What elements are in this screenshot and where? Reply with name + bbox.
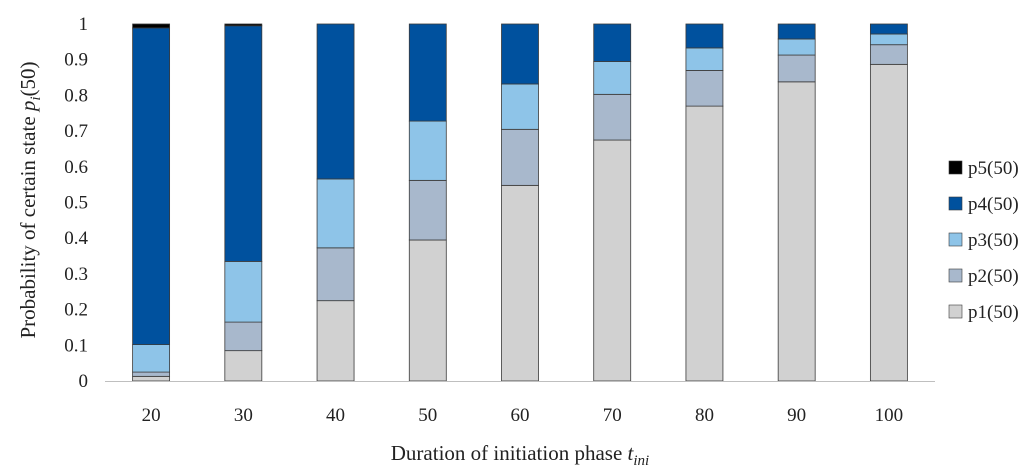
bar-segment — [501, 184, 539, 382]
bar-segment — [685, 23, 724, 49]
bar-segment — [777, 23, 816, 40]
bar-segment — [685, 70, 724, 107]
bar-segment — [316, 178, 355, 249]
x-tick-label: 30 — [234, 405, 253, 426]
bar-stack — [501, 23, 539, 382]
bar-stack — [132, 23, 171, 382]
legend-label: p1(50) — [968, 302, 1019, 323]
legend: p5(50) p4(50) p3(50) p2(50) p1(50) — [948, 158, 1019, 323]
legend-item: p4(50) — [948, 194, 1019, 215]
bar-segment — [132, 344, 171, 373]
bar-stack — [685, 23, 724, 382]
bar-segment — [316, 23, 355, 180]
bar-segment — [132, 375, 171, 382]
y-tick-label: 0.8 — [64, 85, 88, 106]
y-tick-label: 0.2 — [64, 300, 88, 321]
y-tick-label: 0.7 — [64, 121, 88, 142]
bar-segment — [316, 300, 355, 382]
y-axis-title: Probability of certain state pi(50) — [16, 61, 44, 338]
bar-segment — [685, 105, 724, 382]
y-axis-ticks: 0 0.1 0.2 0.3 0.4 0.5 0.6 0.7 0.8 0.9 1 — [64, 14, 88, 392]
legend-item: p5(50) — [948, 158, 1019, 179]
legend-item: p3(50) — [948, 230, 1019, 251]
bar-segment — [501, 23, 539, 85]
legend-swatch — [948, 304, 963, 319]
bar-segment — [869, 23, 908, 35]
y-tick-label: 0.3 — [64, 264, 88, 285]
bar-segment — [408, 120, 447, 181]
x-tick-label: 90 — [787, 405, 806, 426]
bar-segment — [685, 47, 724, 71]
bar-segment — [224, 23, 263, 27]
x-axis-ticks: 20 30 40 50 60 70 80 90 100 — [142, 405, 904, 426]
bar-segment — [501, 83, 539, 130]
bar-segment — [132, 27, 171, 345]
bar-segment — [224, 350, 263, 382]
bar-segment — [869, 44, 908, 65]
bar-stack — [408, 23, 447, 382]
bar-segment — [593, 23, 632, 62]
x-tick-label: 70 — [603, 405, 622, 426]
y-tick-label: 0.5 — [64, 193, 88, 214]
bar-segment — [777, 38, 816, 56]
y-tick-label: 0.4 — [64, 228, 88, 249]
x-tick-label: 40 — [326, 405, 345, 426]
legend-swatch — [948, 232, 963, 247]
bar-segment — [132, 371, 171, 377]
bar-stack — [777, 23, 816, 382]
bar-segment — [777, 54, 816, 83]
bar-segment — [869, 63, 908, 382]
x-tick-label: 80 — [695, 405, 714, 426]
x-tick-label: 100 — [875, 405, 904, 426]
y-tick-label: 0.9 — [64, 50, 88, 71]
bar-segment — [593, 93, 632, 141]
bar-segment — [224, 25, 263, 262]
bar-stack — [316, 23, 355, 382]
bar-segment — [408, 179, 447, 241]
legend-label: p4(50) — [968, 194, 1019, 215]
y-tick-label: 0.1 — [64, 335, 88, 356]
bar-segment — [593, 61, 632, 95]
bar-segment — [593, 139, 632, 382]
bar-segment — [224, 260, 263, 323]
bar-segment — [316, 247, 355, 302]
legend-item: p2(50) — [948, 266, 1019, 287]
legend-swatch — [948, 268, 963, 283]
y-tick-label: 0 — [79, 371, 89, 392]
x-axis-title: Duration of initiation phase tini — [391, 441, 649, 469]
y-tick-label: 0.6 — [64, 157, 88, 178]
bar-segment — [501, 128, 539, 186]
legend-label: p3(50) — [968, 230, 1019, 251]
bar-segment — [132, 23, 171, 29]
x-tick-label: 20 — [142, 405, 161, 426]
bar-stack — [593, 23, 632, 382]
x-tick-label: 60 — [511, 405, 530, 426]
legend-swatch — [948, 160, 963, 175]
bars — [132, 23, 908, 382]
bar-segment — [869, 33, 908, 46]
bar-segment — [408, 23, 447, 122]
bar-segment — [408, 239, 447, 382]
bar-segment — [777, 81, 816, 382]
legend-item: p1(50) — [948, 302, 1019, 323]
bar-stack — [869, 23, 908, 382]
bar-segment — [224, 321, 263, 352]
bar-stack — [224, 23, 263, 382]
legend-label: p5(50) — [968, 158, 1019, 179]
legend-swatch — [948, 196, 963, 211]
legend-label: p2(50) — [968, 266, 1019, 287]
x-tick-label: 50 — [418, 405, 437, 426]
y-tick-label: 1 — [79, 14, 89, 35]
